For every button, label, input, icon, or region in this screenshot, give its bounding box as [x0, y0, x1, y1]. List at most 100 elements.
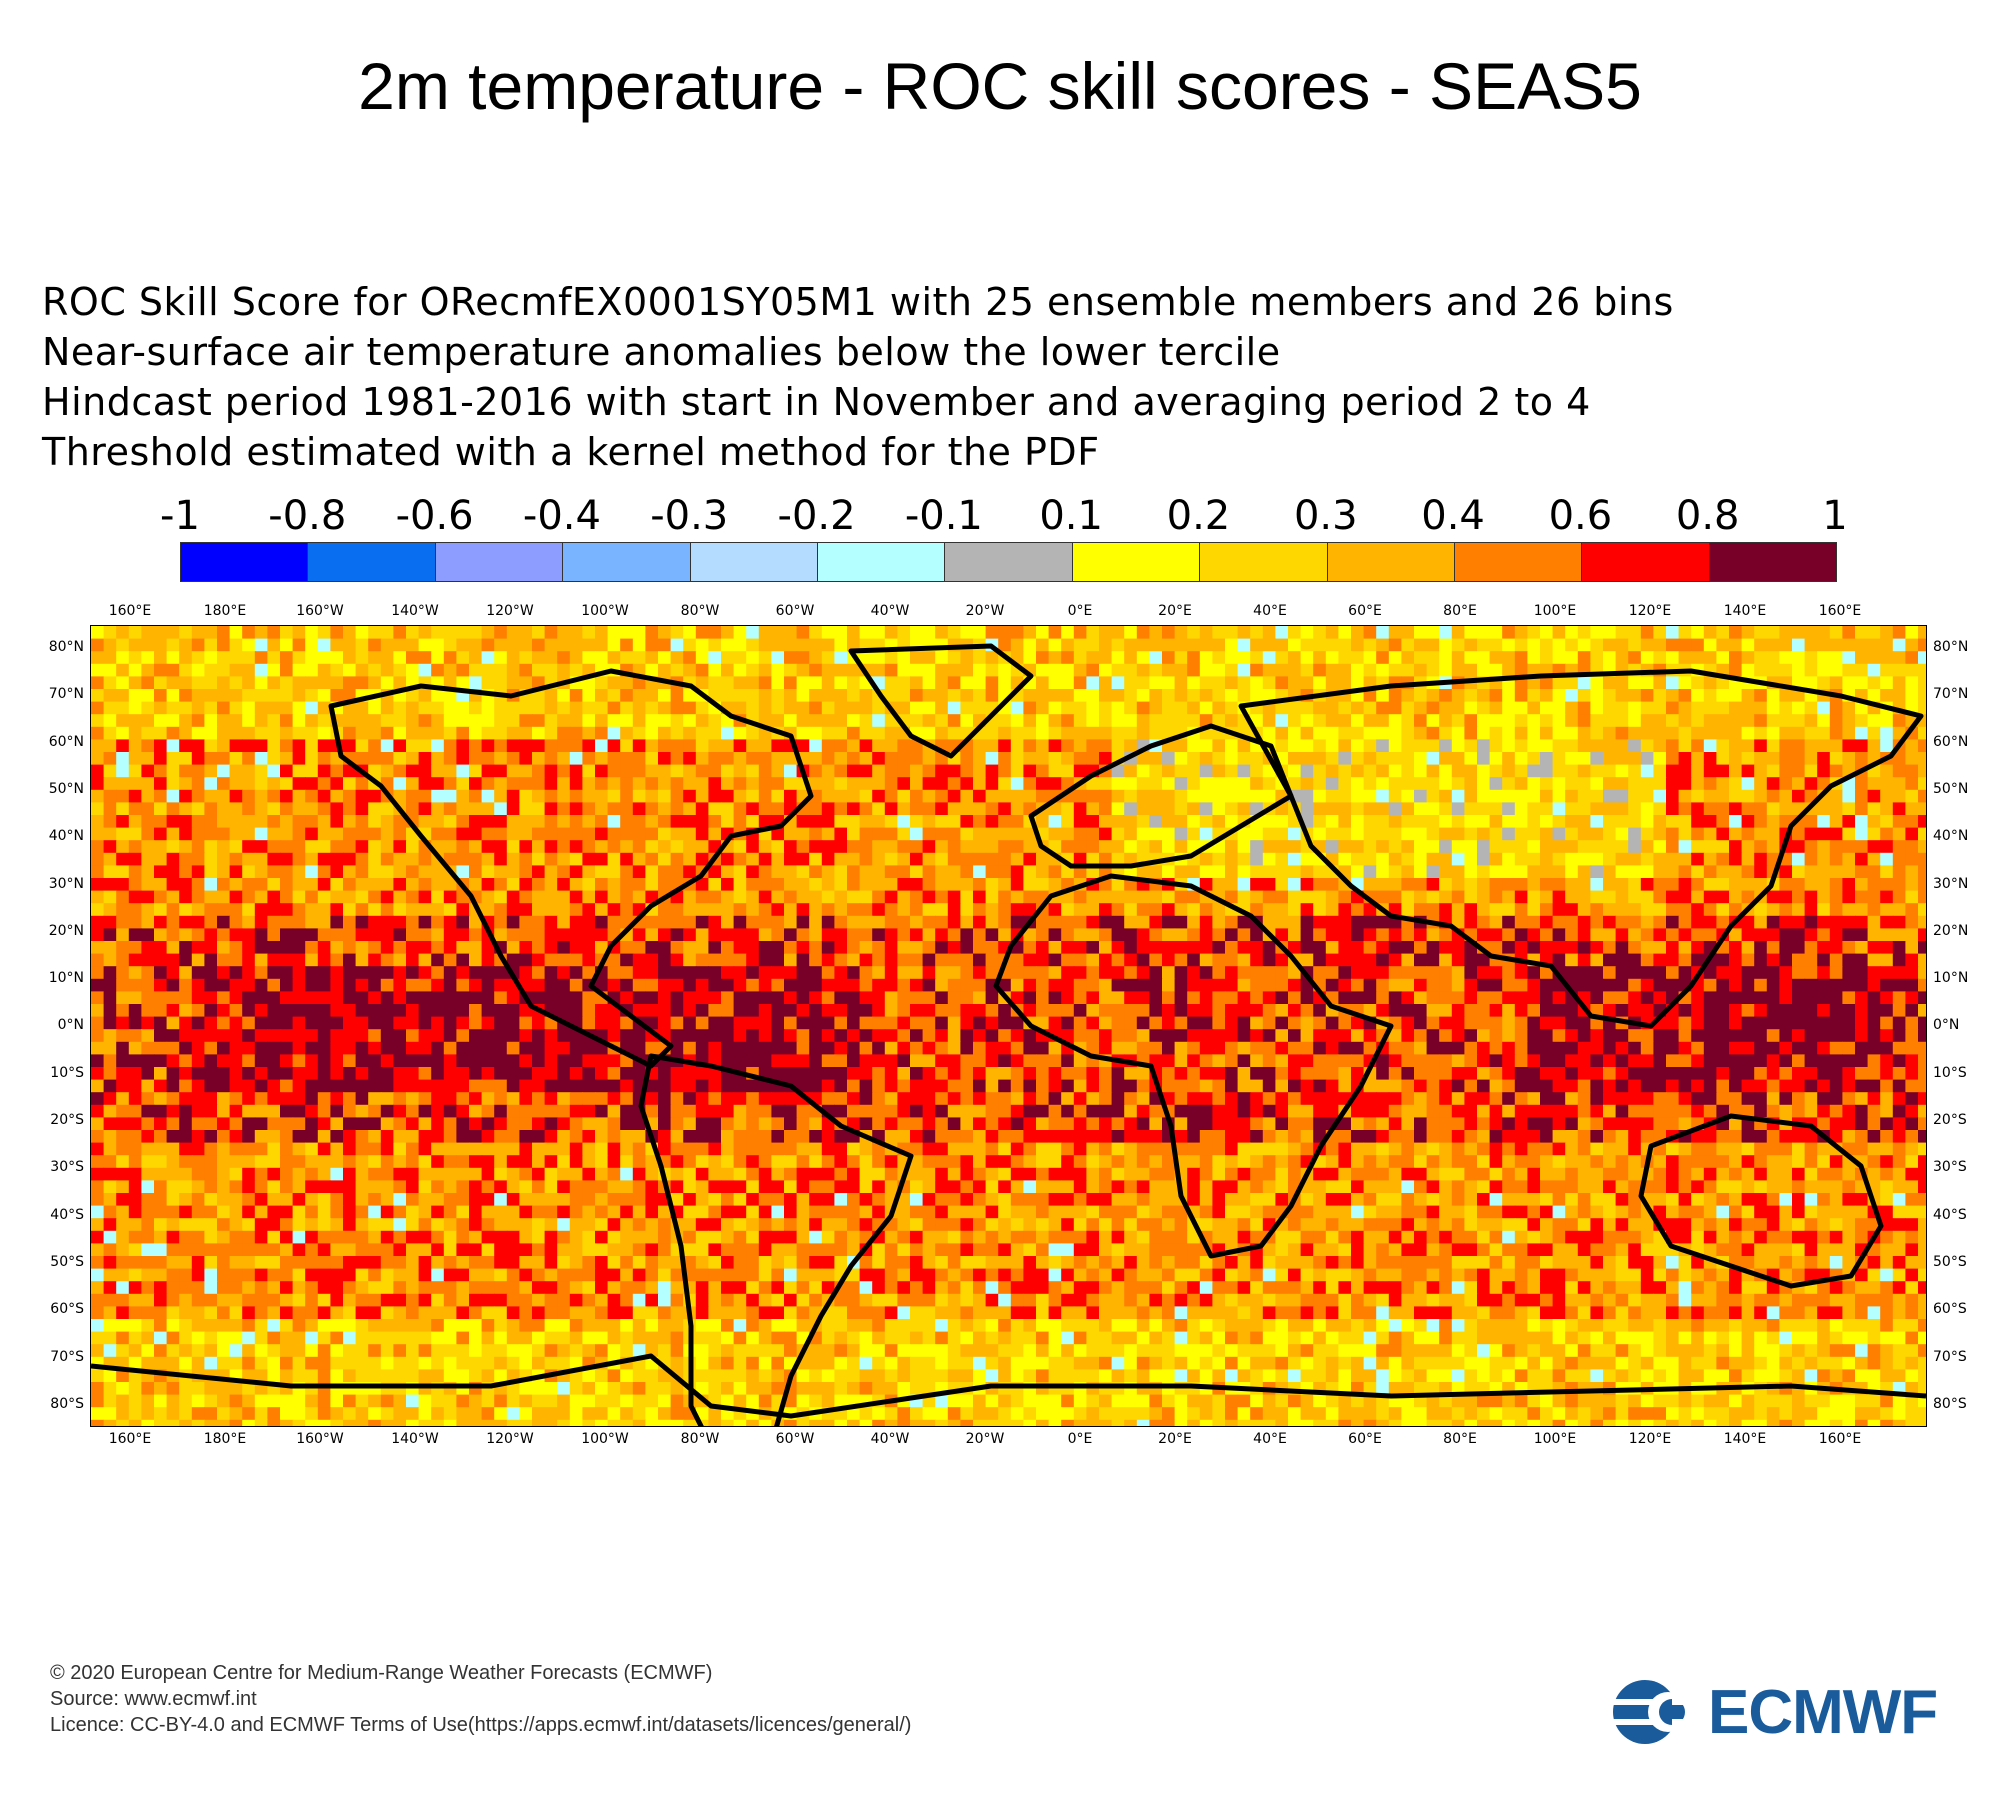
lon-tick-label: 0°E — [1067, 1431, 1093, 1447]
lat-tick-label: 20°N — [48, 922, 84, 939]
lat-tick-label: 70°S — [1933, 1348, 1967, 1365]
lon-tick-label: 20°E — [1158, 603, 1192, 619]
lat-tick-label: 50°N — [1933, 780, 1969, 797]
lat-tick-label: 60°S — [1933, 1301, 1967, 1318]
colorbar-swatch — [308, 543, 436, 581]
lon-tick-label: 100°E — [1533, 1431, 1577, 1447]
lat-tick-label: 80°S — [50, 1395, 84, 1412]
colorbar — [180, 542, 1837, 582]
lon-tick-label: 180°E — [203, 603, 247, 619]
subtitle-line-2: Near-surface air temperature anomalies b… — [42, 330, 1281, 374]
coastline — [328, 668, 814, 1069]
lat-tick-label: 0°N — [57, 1017, 84, 1034]
lat-tick-label: 30°N — [48, 875, 84, 892]
lat-tick-label: 70°N — [48, 686, 84, 703]
lat-tick-label: 70°S — [50, 1348, 84, 1365]
lon-tick-label: 140°E — [1723, 1431, 1767, 1447]
lon-tick-label: 160°E — [108, 603, 152, 619]
lat-tick-label: 10°N — [48, 970, 84, 987]
lon-tick-label: 40°E — [1253, 603, 1287, 619]
lat-tick-label: 0°N — [1933, 1017, 1960, 1034]
lon-tick-label: 40°W — [870, 1431, 910, 1447]
lat-tick-label: 80°N — [48, 639, 84, 655]
licence-line: Licence: CC-BY-4.0 and ECMWF Terms of Us… — [50, 1714, 912, 1736]
lat-tick-label: 20°S — [1933, 1112, 1967, 1128]
colorbar-swatch — [690, 543, 818, 581]
colorbar-swatch — [563, 543, 691, 581]
lon-tick-label: 140°E — [1723, 603, 1767, 619]
lon-tick-label: 120°E — [1628, 1431, 1672, 1447]
footer: © 2020 European Centre for Medium-Range … — [50, 1660, 911, 1738]
colorbar-label: -0.4 — [522, 493, 601, 539]
colorbar-swatch — [1454, 543, 1583, 581]
lon-tick-label: 140°W — [391, 603, 439, 619]
colorbar-label: 0.8 — [1675, 493, 1740, 539]
skill-score-map — [90, 625, 1927, 1427]
lon-tick-label: 80°E — [1443, 1431, 1477, 1447]
score-field — [91, 626, 1926, 1426]
lat-tick-label: 80°N — [1933, 639, 1969, 655]
lat-tick-label: 70°N — [1933, 686, 1969, 703]
colorbar-swatch — [1072, 543, 1201, 581]
colorbar-swatch — [1709, 543, 1837, 581]
coastline — [638, 1053, 914, 1426]
copyright-line: © 2020 European Centre for Medium-Range … — [50, 1662, 713, 1684]
lon-tick-label: 100°E — [1533, 603, 1577, 619]
lon-tick-label: 40°E — [1253, 1431, 1287, 1447]
lon-tick-label: 120°W — [486, 603, 534, 619]
lat-tick-label: 10°N — [1933, 970, 1969, 987]
lon-tick-label: 60°W — [775, 603, 815, 619]
lat-tick-label: 40°S — [50, 1206, 84, 1223]
lat-tick-label: 30°N — [1933, 875, 1969, 892]
colorbar-label: 1 — [1822, 493, 1848, 539]
subtitle-line-3: Hindcast period 1981-2016 with start in … — [42, 380, 1591, 424]
lat-tick-label: 80°S — [1933, 1395, 1967, 1412]
colorbar-swatch — [435, 543, 564, 581]
chart-title: 2m temperature - ROC skill scores - SEAS… — [358, 49, 1642, 123]
lon-tick-label: 80°E — [1443, 603, 1477, 619]
lat-tick-label: 40°N — [48, 828, 84, 845]
colorbar-swatch — [1582, 543, 1710, 581]
logo-wordmark: ECMWF — [1708, 1677, 1938, 1747]
coastline — [91, 1353, 1926, 1419]
colorbar-label: -0.8 — [268, 493, 347, 539]
lat-tick-label: 10°S — [50, 1064, 84, 1081]
colorbar-label: -0.2 — [777, 493, 856, 539]
ecmwf-logo: ECMWF — [1610, 1672, 1938, 1752]
coastline — [993, 873, 1394, 1259]
lat-tick-label: 30°S — [50, 1159, 84, 1176]
lat-tick-label: 50°S — [1933, 1253, 1967, 1270]
lat-tick-label: 60°N — [1933, 733, 1969, 750]
lat-tick-label: 60°N — [48, 733, 84, 750]
colorbar-swatch — [817, 543, 946, 581]
lat-tick-label: 20°N — [1933, 922, 1969, 939]
lat-tick-label: 40°S — [1933, 1206, 1967, 1223]
colorbar-swatch — [945, 543, 1073, 581]
lat-tick-label: 40°N — [1933, 828, 1969, 845]
lon-tick-label: 160°E — [1818, 1431, 1862, 1447]
lon-tick-label: 140°W — [391, 1431, 439, 1447]
colorbar-label: 0.1 — [1039, 493, 1103, 539]
subtitle-line-4: Threshold estimated with a kernel method… — [42, 430, 1100, 474]
lon-tick-label: 60°W — [775, 1431, 815, 1447]
lat-tick-label: 60°S — [50, 1301, 84, 1318]
map-canvas — [91, 626, 1926, 1426]
lon-tick-label: 20°W — [965, 603, 1005, 619]
lon-tick-label: 60°E — [1348, 1431, 1382, 1447]
colorbar-label: 0.6 — [1548, 493, 1613, 539]
lat-tick-label: 30°S — [1933, 1159, 1967, 1176]
lon-tick-label: 80°W — [680, 1431, 720, 1447]
coastline — [1238, 668, 1924, 1029]
lon-tick-label: 120°E — [1628, 603, 1672, 619]
coastline — [1028, 723, 1294, 869]
lon-tick-label: 180°E — [203, 1431, 247, 1447]
ecmwf-logo-icon — [1610, 1680, 1700, 1744]
colorbar-label: -1 — [160, 493, 200, 539]
colorbar-label: -0.1 — [904, 493, 983, 539]
colorbar-label: 0.2 — [1166, 493, 1231, 539]
lat-tick-label: 20°S — [50, 1112, 84, 1128]
colorbar-label: -0.3 — [650, 493, 729, 539]
lat-tick-label: 50°N — [48, 780, 84, 797]
lon-tick-label: 60°E — [1348, 603, 1382, 619]
colorbar-swatch — [1200, 543, 1328, 581]
